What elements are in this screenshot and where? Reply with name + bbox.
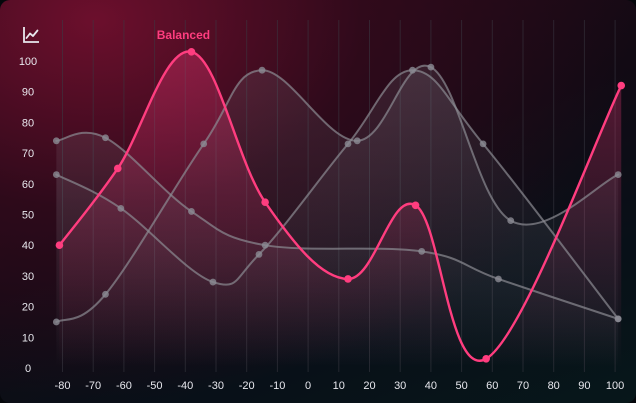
series-3-point: [614, 171, 622, 178]
y-tick-label: 10: [22, 332, 34, 344]
series-3-point: [52, 318, 60, 326]
series-4-point: [409, 66, 416, 74]
series-balanced-point: [113, 164, 122, 173]
line-chart-icon: [23, 27, 39, 43]
series-balanced-line: [58, 50, 623, 362]
x-tick-label: -40: [177, 380, 193, 392]
series-balanced-point: [344, 275, 352, 283]
x-tick-label: -80: [55, 380, 71, 392]
series-2-point: [52, 137, 60, 145]
x-tick-label: 100: [606, 380, 624, 392]
series-balanced-point: [261, 198, 269, 207]
x-tick-label: -20: [239, 380, 255, 392]
series-balanced-point: [617, 81, 626, 90]
series-3-point: [427, 63, 435, 71]
y-tick-label: 60: [22, 179, 34, 191]
series-3-point: [102, 290, 109, 298]
x-tick-label: 60: [486, 380, 498, 392]
x-tick-label: 0: [305, 380, 311, 392]
series-balanced-area: [59, 51, 622, 368]
series-3-line: [55, 64, 620, 323]
series-2-point: [188, 208, 195, 215]
y-tick-label: 80: [22, 117, 34, 129]
series-2-point: [495, 275, 502, 283]
series-balanced-point: [411, 201, 420, 210]
series-label-balanced: Balanced: [157, 28, 210, 42]
series-balanced-point: [55, 241, 64, 249]
series-4-point: [209, 278, 217, 286]
series-4-point: [255, 251, 263, 258]
series-4-line: [55, 69, 620, 320]
series-4-point: [344, 140, 352, 148]
x-tick-label: 70: [517, 380, 529, 392]
y-tick-label: 0: [25, 363, 31, 375]
x-tick-label: 40: [425, 380, 437, 392]
y-tick-label: 50: [22, 210, 34, 222]
series-4-point: [117, 204, 125, 212]
series-2-point: [261, 241, 269, 249]
x-tick-label: 20: [363, 380, 375, 392]
series-4-point: [52, 171, 60, 178]
x-tick-label: 50: [455, 380, 467, 392]
x-tick-label: -70: [85, 380, 101, 392]
y-tick-label: 100: [19, 56, 37, 68]
y-tick-label: 20: [22, 302, 34, 314]
y-tick-label: 90: [22, 87, 34, 99]
series-3-point: [507, 217, 515, 225]
series-2-point: [418, 247, 426, 255]
x-tick-label: -30: [208, 380, 224, 392]
y-tick-label: 70: [22, 148, 34, 160]
x-tick-label: 30: [394, 380, 406, 392]
series-3-point: [258, 66, 266, 74]
series-balanced-point: [187, 47, 196, 56]
series-balanced-point: [482, 354, 490, 363]
x-tick-label: 90: [578, 380, 590, 392]
series-2-point: [102, 134, 109, 142]
series-4-point: [614, 315, 622, 323]
x-tick-label: -60: [116, 380, 132, 392]
series-3-point: [200, 140, 208, 148]
x-tick-label: -10: [269, 380, 285, 392]
x-tick-label: -50: [147, 380, 163, 392]
y-tick-label: 40: [22, 240, 34, 252]
series-4-point: [479, 140, 487, 148]
series-3-point: [353, 137, 361, 145]
x-tick-label: 80: [548, 380, 560, 392]
y-tick-label: 30: [22, 271, 34, 283]
x-tick-label: 10: [333, 380, 345, 392]
